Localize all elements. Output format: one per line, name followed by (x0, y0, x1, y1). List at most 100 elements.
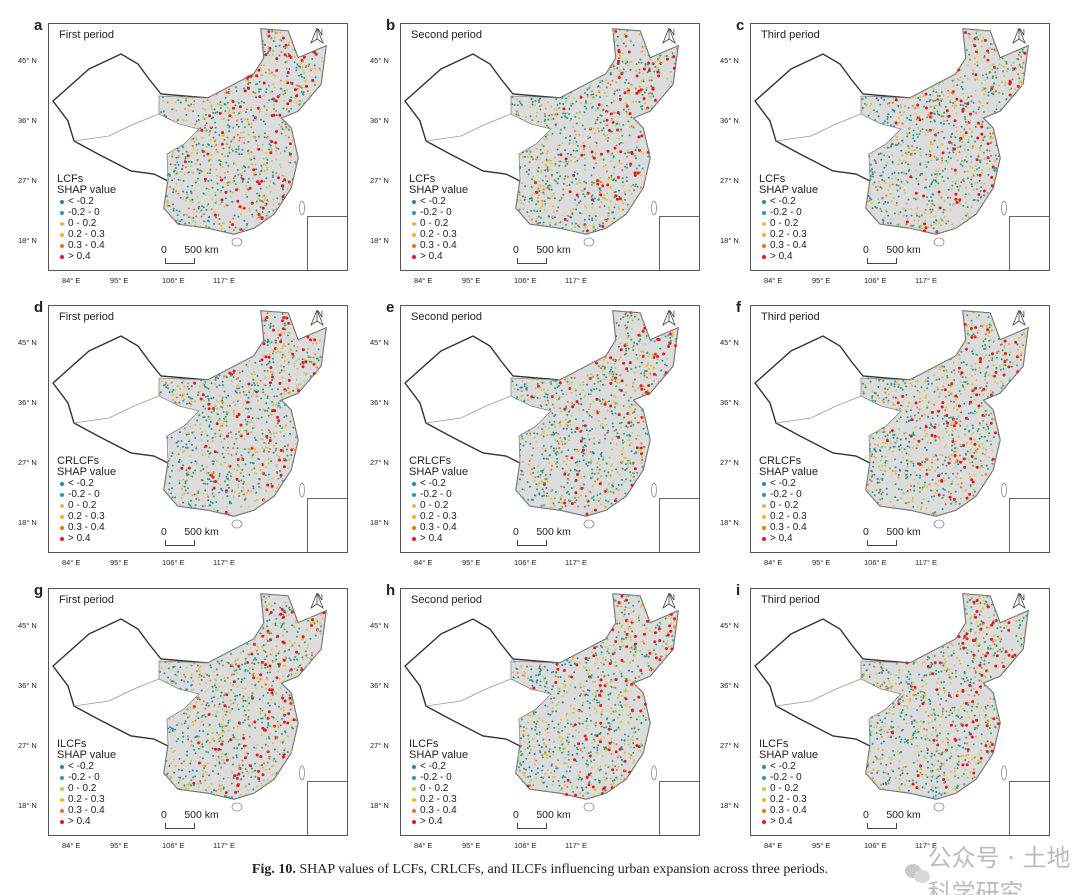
city-point (638, 68, 641, 71)
city-point (295, 101, 298, 104)
city-point (258, 194, 261, 197)
city-point (184, 173, 186, 176)
city-point (626, 314, 629, 317)
city-point (626, 336, 629, 339)
city-point (916, 103, 920, 107)
city-point (566, 377, 569, 380)
city-point (877, 153, 880, 156)
city-point (624, 152, 627, 155)
city-point (619, 141, 622, 144)
city-point (558, 199, 561, 202)
city-point (250, 151, 253, 154)
city-point (543, 388, 546, 391)
city-point (553, 164, 556, 167)
city-point (314, 67, 316, 70)
city-point (941, 159, 944, 162)
city-point (583, 169, 586, 172)
legend-item-label: 0 - 0.2 (68, 500, 97, 511)
city-point (559, 437, 562, 440)
city-point (963, 388, 966, 391)
city-point (209, 168, 212, 171)
city-point (609, 112, 613, 116)
city-point (574, 130, 576, 133)
city-point (186, 193, 189, 196)
city-point (160, 111, 163, 114)
city-point (288, 373, 291, 376)
city-point (193, 140, 196, 143)
city-point (909, 175, 913, 179)
city-point (546, 393, 549, 396)
city-point (205, 225, 208, 228)
city-point (959, 99, 963, 103)
city-point (241, 468, 244, 471)
city-point (946, 374, 949, 377)
city-point (650, 79, 653, 82)
city-point (293, 48, 296, 51)
city-point (284, 404, 287, 407)
city-point (186, 393, 189, 396)
city-point (195, 461, 198, 464)
city-point (181, 445, 184, 448)
city-point (870, 102, 873, 105)
city-point (960, 125, 963, 128)
city-point (574, 198, 577, 201)
city-point (515, 113, 518, 116)
city-point (284, 322, 286, 325)
city-point (979, 387, 981, 389)
city-point (575, 140, 578, 143)
city-point (291, 57, 294, 59)
city-point (265, 340, 268, 343)
city-point (183, 449, 186, 452)
city-point (897, 195, 900, 198)
city-point (216, 451, 219, 454)
city-point (544, 175, 547, 178)
legend-item: < -0.2 (57, 478, 116, 489)
city-point (963, 159, 966, 162)
legend-dot (60, 210, 64, 215)
city-point (195, 122, 197, 125)
city-point (999, 368, 1002, 371)
city-point (596, 478, 599, 481)
city-point (1021, 48, 1024, 51)
city-point (555, 447, 558, 450)
city-point (568, 410, 571, 413)
city-point (929, 93, 932, 96)
city-point (224, 197, 227, 200)
city-point (164, 383, 167, 386)
city-point (543, 200, 546, 203)
city-point (1018, 51, 1021, 54)
city-point (572, 372, 575, 375)
city-point (570, 159, 573, 162)
legend-item: 0.2 - 0.3 (759, 229, 818, 240)
city-point (564, 378, 567, 381)
city-point (198, 385, 201, 388)
city-point (995, 108, 998, 111)
city-point (967, 141, 970, 144)
city-point (646, 433, 649, 436)
city-point (942, 436, 945, 439)
city-point (190, 152, 193, 154)
city-point (227, 452, 230, 455)
city-point (959, 76, 962, 79)
city-point (623, 91, 627, 95)
city-point (941, 157, 944, 160)
city-point (287, 41, 290, 44)
lon-tick: 95° E (110, 276, 129, 285)
city-point (210, 153, 213, 156)
city-point (606, 134, 609, 136)
city-point (211, 436, 214, 439)
province-boundary (73, 395, 160, 424)
city-point (643, 91, 646, 94)
city-point (675, 58, 677, 61)
city-point (592, 93, 595, 96)
city-point (176, 385, 179, 388)
city-point (614, 367, 617, 369)
city-point (974, 73, 978, 77)
city-point (245, 78, 248, 81)
city-point (609, 71, 612, 74)
city-point (989, 135, 992, 138)
city-point (189, 200, 192, 203)
city-point (932, 209, 935, 212)
city-point (914, 107, 917, 110)
